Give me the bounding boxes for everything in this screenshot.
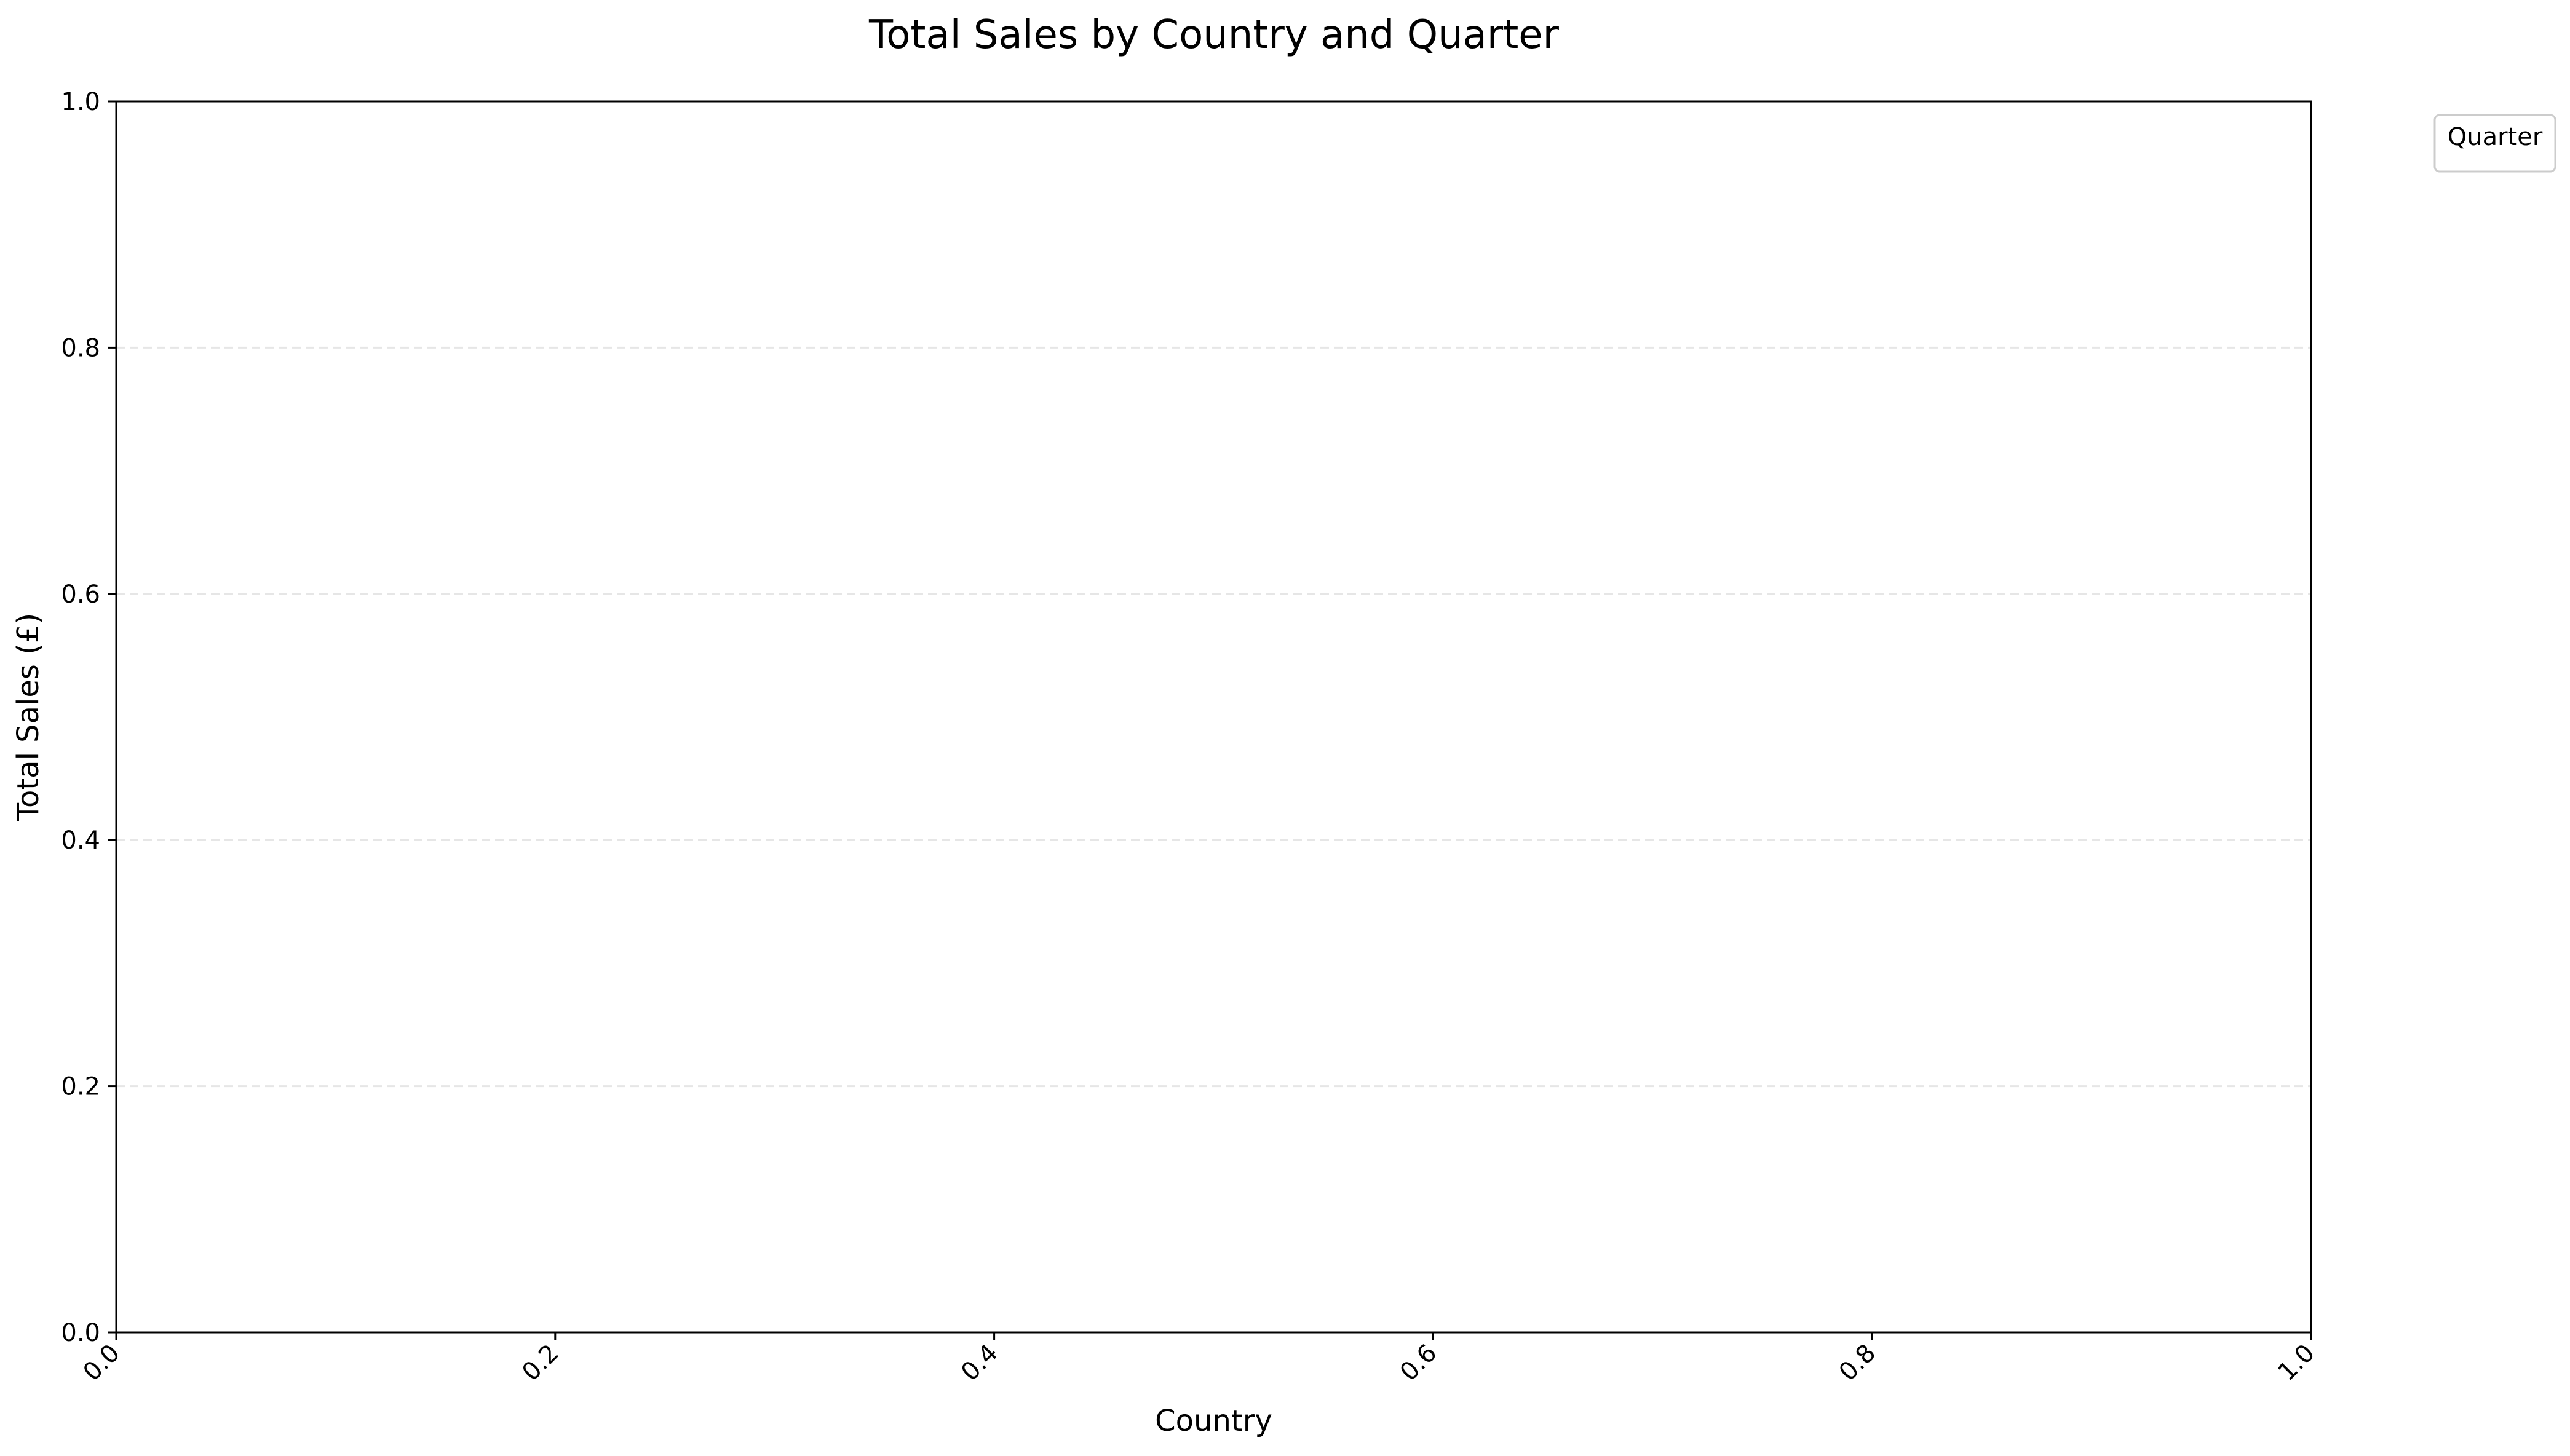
y-axis-label: Total Sales (£)	[11, 613, 46, 821]
legend-box	[2433, 114, 2556, 173]
x-tick-label: 0.2	[517, 1339, 565, 1387]
plot-area-frame	[115, 100, 2312, 1334]
x-tick-label: 0.4	[956, 1339, 1004, 1387]
grid-lines	[116, 346, 2311, 1088]
y-tick-label: 0.8	[61, 334, 100, 362]
y-tick-label: 0.4	[61, 826, 100, 855]
legend: Quarter	[2433, 114, 2556, 173]
y-tick-label: 1.0	[61, 88, 100, 116]
legend-title: Quarter	[2448, 123, 2543, 151]
x-tick-label: 1.0	[2273, 1339, 2321, 1387]
x-axis-label: Country	[1155, 1404, 1272, 1438]
x-tick-label: 0.8	[1834, 1339, 1882, 1387]
chart-title: Total Sales by Country and Quarter	[868, 12, 1560, 58]
y-tick-label: 0.2	[61, 1073, 100, 1101]
x-axis: 0.0 0.2 0.4 0.6 0.8 1.0	[78, 1332, 2321, 1387]
y-tick-label: 0.6	[61, 580, 100, 609]
y-tick-label: 0.0	[61, 1319, 100, 1347]
y-axis: 0.0 0.2 0.4 0.6 0.8 1.0	[61, 88, 116, 1347]
x-tick-label: 0.6	[1395, 1339, 1443, 1387]
